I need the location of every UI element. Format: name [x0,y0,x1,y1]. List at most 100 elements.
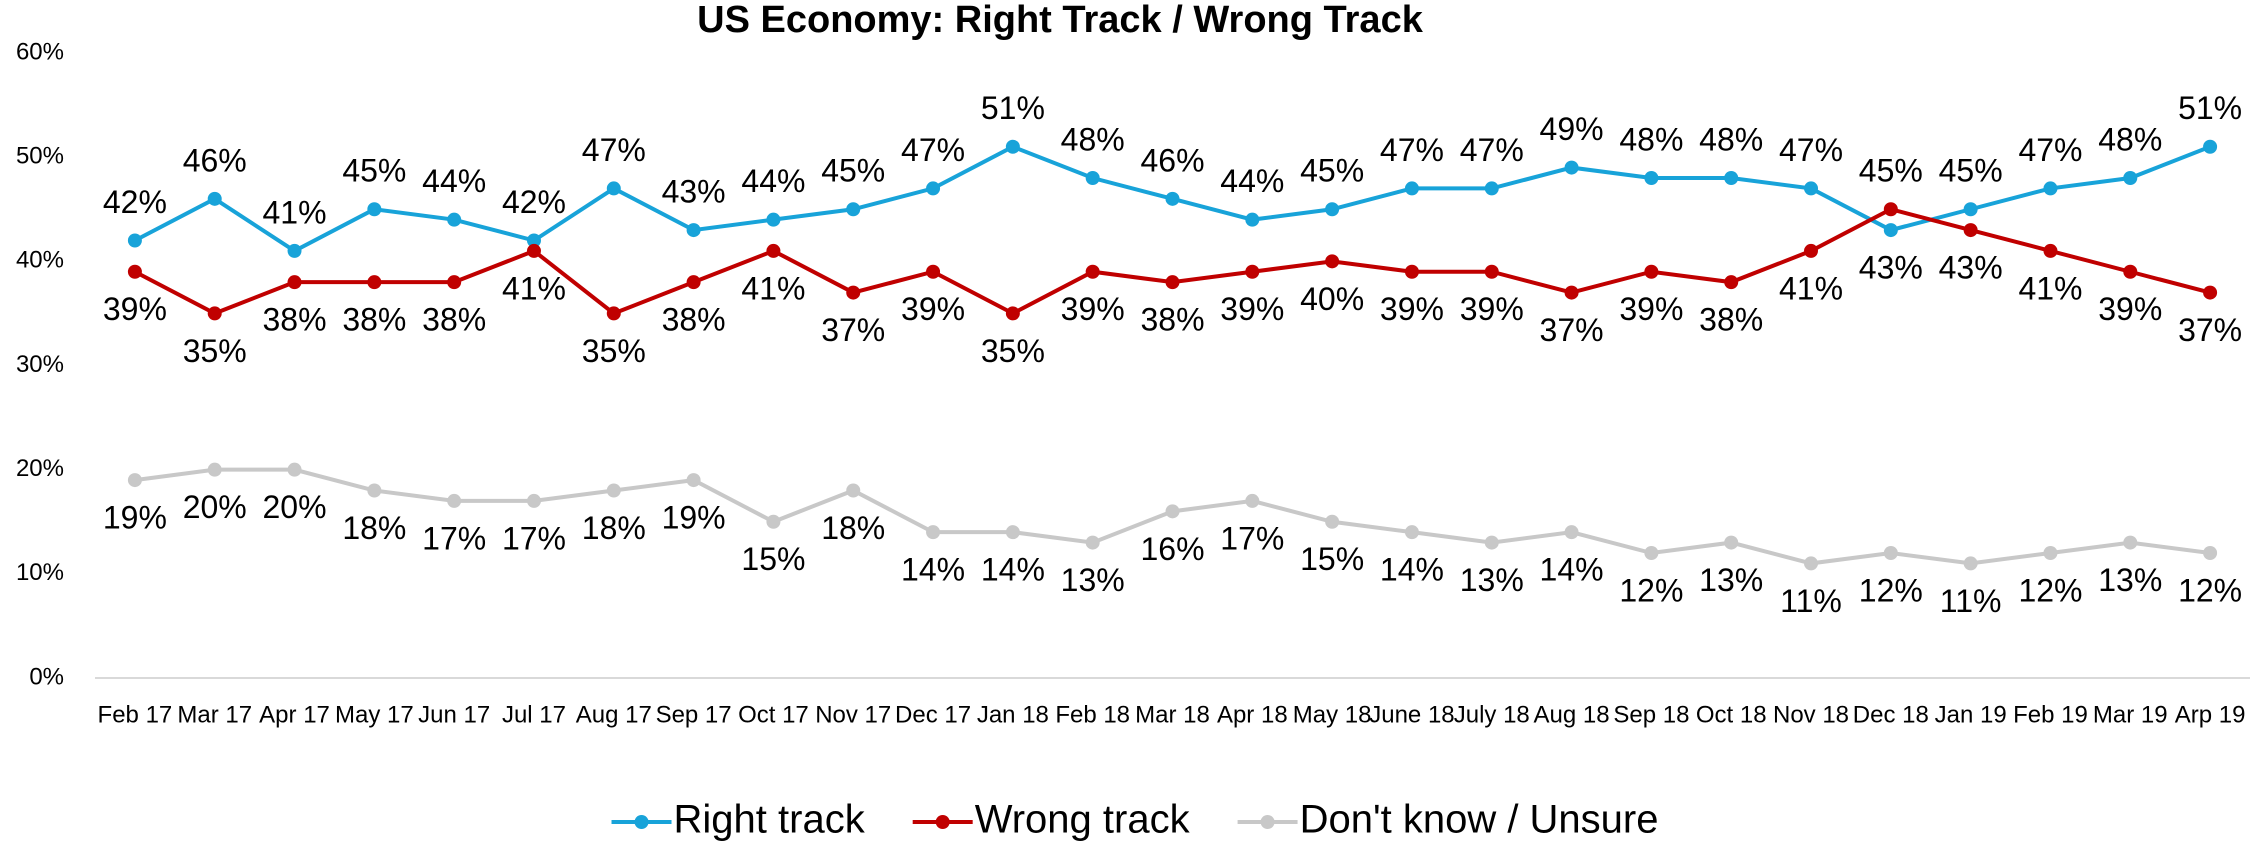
data-point [1165,504,1180,519]
data-label: 48% [2098,121,2162,157]
data-label: 41% [502,270,566,306]
data-label: 39% [901,291,965,327]
data-label: 45% [1300,153,1364,189]
data-point [846,202,861,217]
data-point [1245,493,1260,508]
data-point [1963,202,1978,217]
chart-title: US Economy: Right Track / Wrong Track [697,0,1424,41]
x-tick-label: May 18 [1293,701,1372,728]
x-tick-label: Apr 17 [259,701,330,728]
data-point [1724,275,1739,290]
data-point [1165,191,1180,206]
data-label: 15% [1300,541,1364,577]
data-point [2043,181,2058,196]
data-label: 39% [1380,291,1444,327]
data-label: 19% [662,500,726,536]
data-point [1804,243,1819,258]
legend-label: Don't know / Unsure [1300,798,1659,842]
data-point [1724,535,1739,550]
data-label: 44% [422,163,486,199]
x-tick-label: Jul 17 [502,701,566,728]
data-label: 20% [263,489,327,525]
x-tick-label: Mar 17 [177,701,252,728]
data-label: 18% [582,510,646,546]
data-label: 47% [1380,132,1444,168]
data-point [1404,264,1419,279]
data-point [2203,546,2218,560]
data-label: 13% [1699,562,1763,598]
data-label: 48% [1619,121,1683,157]
data-point [686,223,701,238]
data-point [1963,556,1978,571]
data-point [2123,535,2138,550]
data-point [1165,275,1180,290]
data-label: 19% [103,500,167,536]
data-point [1564,160,1579,175]
x-tick-label: Mar 19 [2093,701,2168,728]
data-label: 42% [502,184,566,220]
data-point [526,243,541,258]
x-tick-label: Jan 18 [977,701,1049,728]
data-label: 16% [1140,531,1204,567]
data-point [1085,264,1100,279]
data-point [606,181,621,196]
data-label: 38% [1140,302,1204,338]
data-point [287,462,302,477]
data-point [1484,535,1499,550]
data-point [447,493,462,508]
data-label: 46% [1140,142,1204,178]
data-point [1325,202,1340,217]
data-label: 13% [1061,562,1125,598]
data-label: 43% [1859,250,1923,286]
data-label: 35% [183,333,247,369]
data-point [1564,285,1579,300]
data-label: 13% [2098,562,2162,598]
data-point [1804,181,1819,196]
y-tick-label: 60% [16,38,64,65]
data-point [1644,171,1659,185]
data-point [1245,264,1260,279]
data-label: 45% [342,153,406,189]
data-point [1484,264,1499,279]
data-point [686,275,701,290]
x-tick-label: Sep 17 [656,701,732,728]
data-label: 47% [901,132,965,168]
data-label: 14% [901,552,965,588]
data-label: 47% [2018,132,2082,168]
legend-label: Right track [674,798,866,842]
data-point [1883,546,1898,560]
legend-marker [1260,815,1275,829]
x-tick-label: Feb 18 [1055,701,1130,728]
data-label: 45% [821,153,885,189]
data-label: 43% [662,174,726,210]
legend-label: Wrong track [975,798,1191,842]
data-label: 47% [582,132,646,168]
data-label: 37% [821,312,885,348]
data-point [2203,285,2218,300]
x-tick-label: Aug 17 [576,701,652,728]
data-point [846,483,861,498]
data-point [1564,525,1579,540]
data-point [926,264,941,279]
data-label: 44% [1220,163,1284,199]
y-tick-label: 50% [16,143,64,170]
x-tick-label: Aug 18 [1534,701,1610,728]
data-label: 11% [1780,583,1842,619]
data-label: 39% [1460,291,1524,327]
data-label: 49% [1540,111,1604,147]
data-point [1883,202,1898,217]
data-point [1804,556,1819,571]
x-tick-label: June 18 [1369,701,1454,728]
data-point [207,306,222,321]
data-label: 37% [2178,312,2242,348]
data-label: 41% [741,270,805,306]
data-point [2123,171,2138,185]
data-label: 12% [1859,572,1923,608]
data-point [1005,306,1020,321]
data-point [207,191,222,206]
data-point [846,285,861,300]
data-point [287,243,302,258]
data-point [1005,525,1020,540]
x-tick-label: Feb 19 [2013,701,2088,728]
